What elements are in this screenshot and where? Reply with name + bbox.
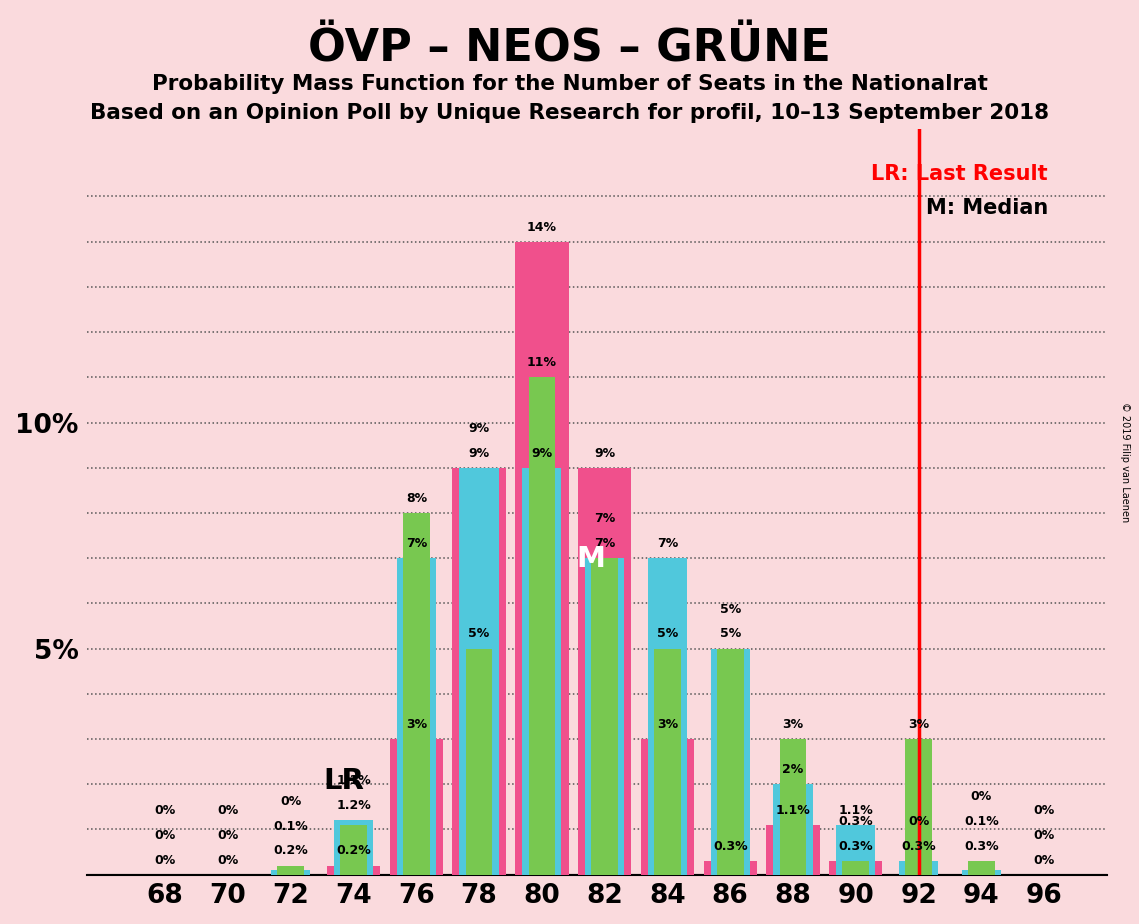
Text: 5%: 5% [720, 627, 740, 640]
Text: ÖVP – NEOS – GRÜNE: ÖVP – NEOS – GRÜNE [308, 28, 831, 71]
Text: 9%: 9% [468, 421, 490, 435]
Text: 3%: 3% [405, 718, 427, 731]
Text: 0.3%: 0.3% [713, 840, 747, 853]
Text: 9%: 9% [531, 446, 552, 459]
Text: 3%: 3% [782, 718, 804, 731]
Text: 5%: 5% [468, 627, 490, 640]
Bar [403, 513, 429, 875]
Bar [515, 242, 568, 875]
Text: 0%: 0% [1033, 829, 1055, 842]
Text: LR: Last Result: LR: Last Result [871, 164, 1048, 185]
Text: M: Median: M: Median [926, 198, 1048, 218]
Text: 1.1%: 1.1% [838, 804, 874, 817]
Bar [466, 649, 492, 875]
Text: 7%: 7% [405, 537, 427, 550]
Text: 9%: 9% [595, 446, 615, 459]
Text: 0%: 0% [908, 815, 929, 828]
Bar [773, 784, 812, 875]
Text: 0%: 0% [1033, 804, 1055, 817]
Text: 1.1%: 1.1% [336, 774, 371, 787]
Text: 7%: 7% [657, 537, 678, 550]
Bar [334, 821, 374, 875]
Bar [843, 861, 869, 875]
Bar [271, 870, 310, 875]
Text: 5%: 5% [657, 627, 678, 640]
Text: 0.1%: 0.1% [964, 815, 999, 828]
Text: 0%: 0% [280, 795, 302, 808]
Text: 0%: 0% [155, 829, 175, 842]
Bar [396, 558, 436, 875]
Bar [523, 468, 562, 875]
Bar [585, 558, 624, 875]
Text: 7%: 7% [595, 537, 615, 550]
Text: 0.1%: 0.1% [273, 820, 309, 833]
Bar [780, 739, 806, 875]
Bar [906, 739, 932, 875]
Bar [648, 558, 687, 875]
Bar [641, 739, 694, 875]
Text: Based on an Opinion Poll by Unique Research for profil, 10–13 September 2018: Based on an Opinion Poll by Unique Resea… [90, 103, 1049, 124]
Bar [577, 468, 631, 875]
Bar [459, 468, 499, 875]
Text: 14%: 14% [527, 221, 557, 234]
Text: 7%: 7% [595, 512, 615, 525]
Text: 0%: 0% [218, 854, 238, 867]
Bar [829, 861, 883, 875]
Text: 2%: 2% [782, 763, 804, 776]
Text: 0%: 0% [218, 804, 238, 817]
Text: 3%: 3% [657, 718, 678, 731]
Text: 8%: 8% [405, 492, 427, 505]
Text: 3%: 3% [908, 718, 929, 731]
Text: 0.2%: 0.2% [336, 845, 371, 857]
Bar [591, 558, 618, 875]
Text: 0.2%: 0.2% [273, 845, 309, 857]
Bar [528, 377, 555, 875]
Bar [968, 861, 994, 875]
Text: 5%: 5% [720, 602, 740, 615]
Text: 0%: 0% [155, 854, 175, 867]
Text: 9%: 9% [468, 446, 490, 459]
Bar [390, 739, 443, 875]
Text: © 2019 Filip van Laenen: © 2019 Filip van Laenen [1121, 402, 1130, 522]
Text: 0.3%: 0.3% [838, 815, 874, 828]
Text: 0%: 0% [218, 829, 238, 842]
Text: 0%: 0% [155, 804, 175, 817]
Bar [452, 468, 506, 875]
Text: 11%: 11% [527, 356, 557, 370]
Bar [716, 649, 744, 875]
Text: LR: LR [323, 767, 364, 795]
Bar [341, 825, 367, 875]
Text: 0.3%: 0.3% [964, 840, 999, 853]
Bar [899, 861, 939, 875]
Bar [767, 825, 820, 875]
Bar [654, 649, 681, 875]
Text: M: M [576, 545, 605, 573]
Text: 0%: 0% [970, 790, 992, 803]
Bar [704, 861, 757, 875]
Text: 0.3%: 0.3% [838, 840, 874, 853]
Bar [836, 825, 876, 875]
Bar [278, 866, 304, 875]
Bar [711, 649, 749, 875]
Text: 0.3%: 0.3% [901, 840, 936, 853]
Text: 0%: 0% [1033, 854, 1055, 867]
Text: Probability Mass Function for the Number of Seats in the Nationalrat: Probability Mass Function for the Number… [151, 74, 988, 94]
Bar [327, 866, 380, 875]
Bar [961, 870, 1001, 875]
Text: 1.1%: 1.1% [776, 804, 810, 817]
Text: 1.2%: 1.2% [336, 799, 371, 812]
